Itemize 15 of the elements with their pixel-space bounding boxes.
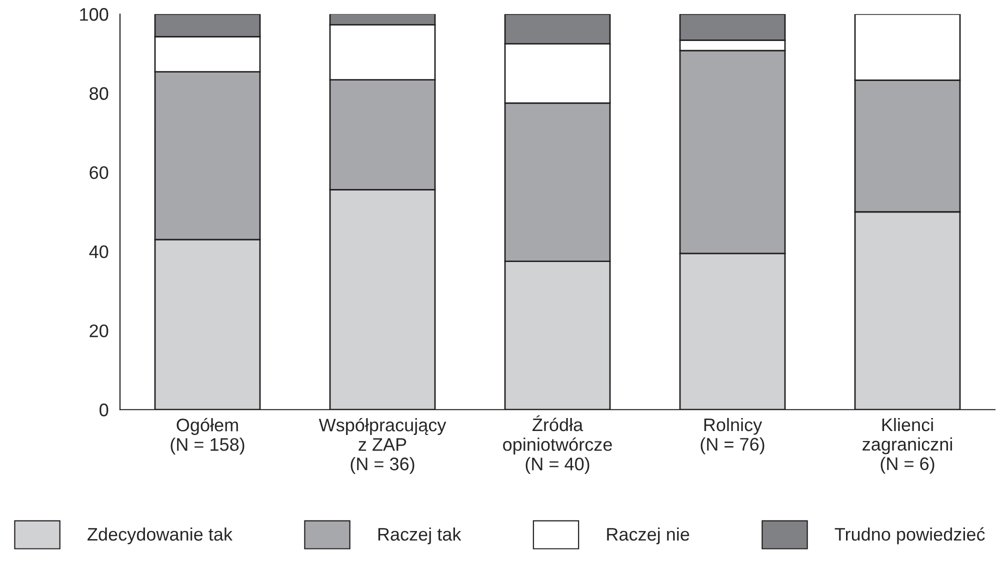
y-tick-label: 0 xyxy=(100,404,108,416)
x-tick-label: Ogółem (N = 158) xyxy=(170,418,244,454)
x-tick-label: Klienci zagraniczni (N = 6) xyxy=(862,418,952,474)
legend-label: Raczej tak xyxy=(378,527,462,544)
legend-label: Raczej nie xyxy=(607,527,690,544)
y-tick-label: 20 xyxy=(90,324,108,338)
y-tick-label: 100 xyxy=(80,8,108,21)
legend-label: Trudno powiedzieć xyxy=(834,527,985,544)
y-tick-label: 60 xyxy=(90,166,108,180)
legend-label: Zdecydowanie tak xyxy=(88,527,233,544)
y-tick-label: 80 xyxy=(90,87,108,100)
x-tick-label: Rolnicy (N = 76) xyxy=(700,418,764,454)
x-tick-label: Źródła opiniotwórcze (N = 40) xyxy=(503,415,612,474)
x-tick-label: Współpracujący z ZAP (N = 36) xyxy=(318,418,446,474)
y-tick-label: 40 xyxy=(89,245,108,258)
